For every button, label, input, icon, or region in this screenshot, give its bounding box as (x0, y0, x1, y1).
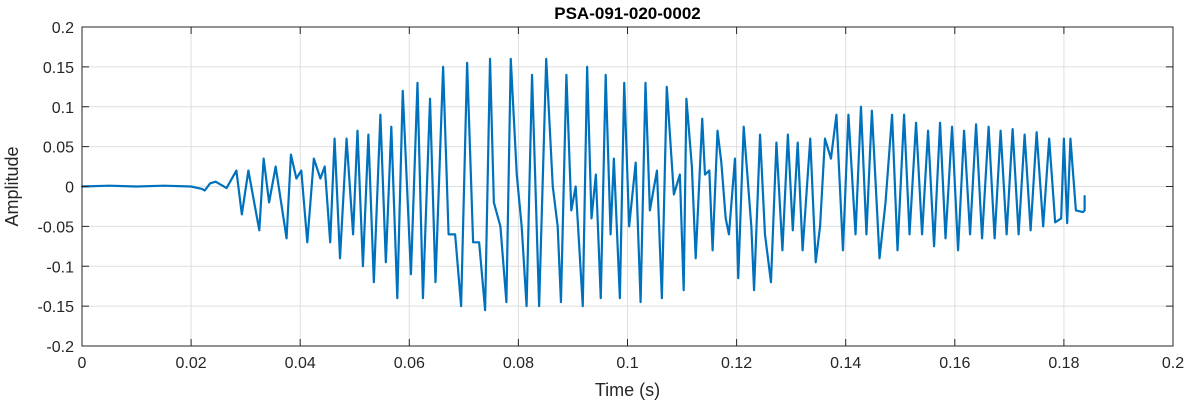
y-tick-label: 0.2 (52, 20, 74, 37)
x-tick-label: 0.16 (939, 355, 970, 372)
x-axis-tick-labels: 0 0.02 0.04 0.06 0.08 0.1 0.12 0.14 0.16 0.18 0.2 (78, 355, 1185, 372)
y-tick-label: 0.05 (43, 140, 74, 157)
x-tick-label: 0.18 (1048, 355, 1079, 372)
x-tick-label: 0.2 (1162, 355, 1184, 372)
y-tick-label: 0 (65, 180, 74, 197)
x-tick-label: 0.02 (176, 355, 207, 372)
y-tick-label: -0.2 (46, 339, 74, 356)
y-tick-label: -0.05 (38, 219, 75, 236)
x-tick-label: 0.12 (721, 355, 752, 372)
x-tick-label: 0 (78, 355, 87, 372)
y-axis-tick-labels: -0.2 -0.15 -0.1 -0.05 0 0.05 0.1 0.15 0.2 (38, 20, 75, 356)
axis-ticks (81, 26, 1174, 347)
x-tick-label: 0.1 (616, 355, 638, 372)
data-series-layer (80, 57, 1086, 312)
y-tick-label: 0.1 (52, 100, 74, 117)
y-tick-label: -0.15 (38, 299, 75, 316)
x-tick-label: 0.06 (394, 355, 425, 372)
chart-title: PSA-091-020-0002 (554, 4, 700, 23)
series-line-amplitude (80, 57, 1086, 312)
x-tick-label: 0.14 (830, 355, 861, 372)
y-tick-label: 0.15 (43, 60, 74, 77)
y-tick-label: -0.1 (46, 259, 74, 276)
x-tick-label: 0.04 (285, 355, 316, 372)
x-axis-label: Time (s) (595, 380, 660, 400)
x-tick-label: 0.08 (503, 355, 534, 372)
y-axis-label: Amplitude (2, 146, 22, 226)
